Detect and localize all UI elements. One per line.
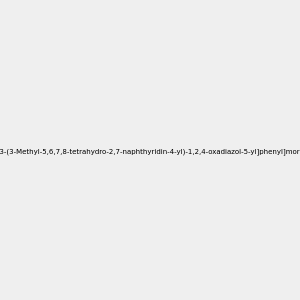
Text: 4-[3-[3-(3-Methyl-5,6,7,8-tetrahydro-2,7-naphthyridin-4-yl)-1,2,4-oxadiazol-5-yl: 4-[3-[3-(3-Methyl-5,6,7,8-tetrahydro-2,7… — [0, 148, 300, 155]
